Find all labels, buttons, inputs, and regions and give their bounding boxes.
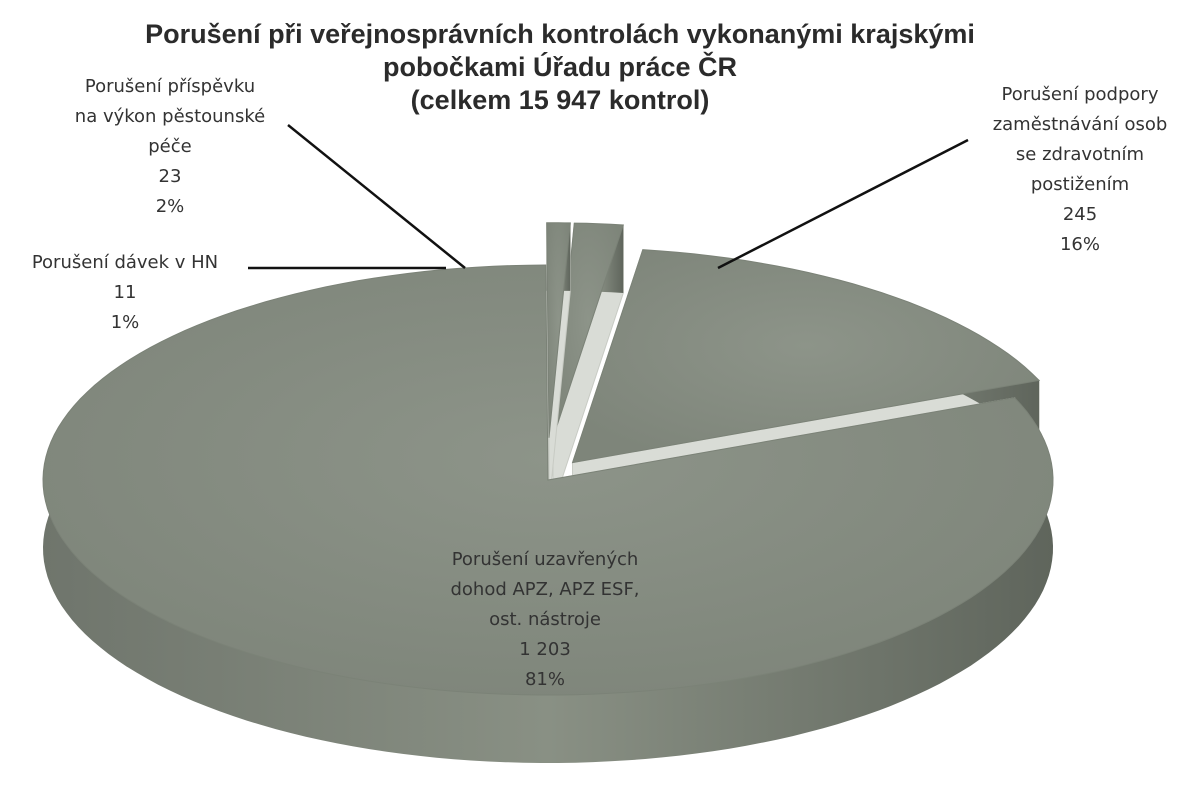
chart-title: Porušení při veřejnosprávních kontrolách… [145,19,975,82]
percent-label: 1% [110,312,140,333]
percent-label: 2% [155,196,185,217]
slice-label: Porušení uzavřených dohod APZ, APZ ESF, … [450,549,640,630]
value-label: 11 [113,282,137,303]
percent-label: 16% [1059,234,1100,255]
slice [42,264,1054,696]
chart-subtitle: (celkem 15 947 kontrol) [410,85,710,115]
leader-line [717,138,969,270]
value-label: 1 203 [519,639,571,660]
slice-label: Porušení podpory zaměstnávání osob se zd… [992,84,1168,195]
value-label: 245 [1062,204,1098,225]
leader-line [287,124,466,269]
slice [546,222,571,438]
value-label: 23 [158,166,182,187]
slice-label: Porušení příspěvku na výkon pěstounské p… [74,76,266,157]
slice-label: Porušení dávek v HN [31,252,219,273]
percent-label: 81% [524,669,565,690]
slice [571,249,1041,464]
